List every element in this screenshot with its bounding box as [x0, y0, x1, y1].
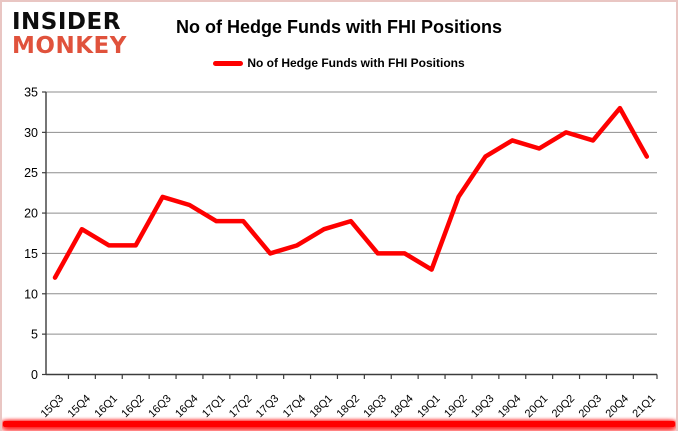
y-tick-label: 5 [31, 328, 38, 342]
x-tick-label: 15Q3 [39, 393, 67, 421]
y-tick-label: 0 [31, 368, 38, 382]
logo-text-insider: INSIDER [12, 9, 121, 35]
insider-monkey-logo: INSIDER MONKEY [12, 11, 127, 58]
x-tick-label: 18Q1 [308, 393, 336, 421]
series-line [52, 105, 650, 280]
bottom-red-border [3, 421, 675, 427]
legend-label: No of Hedge Funds with FHI Positions [247, 56, 465, 70]
x-tick-label: 16Q2 [119, 393, 147, 421]
x-tick-label: 15Q4 [65, 393, 93, 421]
x-tick-label: 20Q1 [523, 393, 551, 421]
x-tick-label: 17Q2 [227, 393, 255, 421]
x-tick-label: 18Q2 [334, 393, 362, 421]
logo-text-monkey: MONKEY [12, 33, 127, 59]
x-tick-label: 19Q3 [469, 393, 497, 421]
x-tick-label: 17Q3 [254, 393, 282, 421]
legend-line-marker [213, 60, 244, 66]
x-tick-label: 18Q4 [388, 393, 416, 421]
legend: No of Hedge Funds with FHI Positions [2, 56, 676, 70]
x-tick-label: 20Q2 [550, 393, 578, 421]
y-tick-label: 30 [24, 126, 38, 140]
y-tick-label: 15 [24, 247, 38, 261]
x-tick-label: 21Q1 [630, 393, 658, 421]
x-tick-label: 16Q3 [146, 393, 174, 421]
y-tick-label: 35 [24, 86, 38, 100]
y-tick-label: 25 [24, 166, 38, 180]
x-tick-label: 20Q4 [603, 393, 631, 421]
x-tick-label: 16Q1 [92, 393, 120, 421]
x-tick-label: 16Q4 [173, 393, 201, 421]
x-tick-label: 17Q1 [200, 393, 228, 421]
x-tick-label: 20Q3 [577, 393, 605, 421]
y-tick-label: 10 [24, 287, 38, 301]
chart-title: No of Hedge Funds with FHI Positions [176, 17, 502, 37]
y-tick-label: 20 [24, 207, 38, 221]
x-tick-label: 19Q1 [415, 393, 443, 421]
x-tick-label: 19Q4 [496, 393, 524, 421]
x-tick-label: 17Q4 [281, 393, 309, 421]
x-tick-label: 19Q2 [442, 393, 470, 421]
x-tick-label: 18Q3 [361, 393, 389, 421]
